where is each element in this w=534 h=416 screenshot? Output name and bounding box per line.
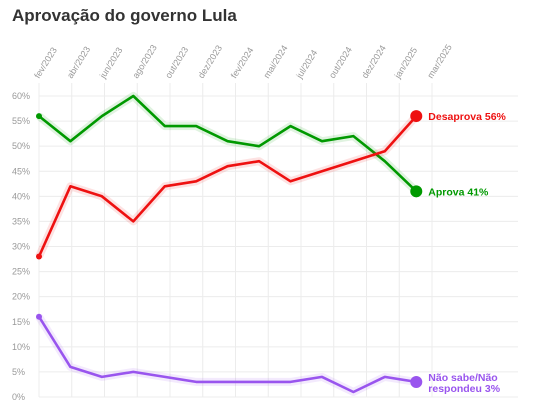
series-label-nao_sabe: Não sabe/Não	[428, 372, 497, 384]
x-tick-label: out/2024	[327, 45, 354, 80]
series-layer	[35, 92, 423, 396]
series-end-point-desaprova	[410, 110, 423, 123]
y-tick-label: 60%	[12, 91, 30, 101]
y-tick-label: 25%	[12, 267, 30, 277]
x-tick-label: ago/2023	[130, 43, 158, 80]
series-label-aprova: Aprova 41%	[428, 186, 489, 198]
series-start-point-nao_sabe	[36, 313, 42, 320]
y-tick-label: 5%	[12, 367, 25, 377]
x-tick-label: jun/2023	[97, 45, 124, 80]
x-tick-label: mar/2025	[425, 43, 454, 81]
series-glow-aprova	[36, 92, 420, 195]
series-line-aprova	[37, 94, 418, 193]
chart-title: Aprovação do governo Lula	[12, 6, 237, 25]
series-line-nao_sabe	[37, 315, 418, 394]
x-tick-label: dez/2024	[360, 43, 388, 80]
y-tick-label: 45%	[12, 166, 30, 176]
y-axis: 0% 5% 10% 15% 20% 25% 30% 35% 40% 45% 50% 55% 60%	[12, 91, 30, 402]
x-tick-label: abr/2023	[65, 45, 92, 80]
y-tick-label: 10%	[12, 342, 30, 352]
series-line-desaprova	[37, 114, 418, 258]
x-tick-label: jan/2025	[392, 45, 419, 80]
y-tick-label: 50%	[12, 141, 30, 151]
x-tick-label: out/2023	[163, 45, 190, 80]
y-tick-label: 20%	[12, 292, 30, 302]
x-tick-label: dez/2023	[196, 43, 224, 80]
x-tick-label: fev/2023	[32, 45, 59, 80]
x-axis: fev/2023 abr/2023 jun/2023 ago/2023 out/2023…	[32, 43, 454, 81]
series-label-nao_sabe: respondeu 3%	[428, 383, 500, 395]
gridlines	[38, 83, 518, 398]
series-label-desaprova: Desaprova 56%	[428, 111, 506, 123]
series-start-point-desaprova	[36, 253, 42, 260]
x-tick-label: mai/2024	[261, 43, 289, 80]
y-tick-label: 55%	[12, 116, 30, 126]
y-tick-label: 15%	[12, 317, 30, 327]
series-end-point-aprova	[410, 185, 423, 198]
x-tick-label: fev/2024	[229, 45, 256, 80]
series-start-point-aprova	[36, 113, 42, 120]
y-tick-label: 35%	[12, 216, 30, 226]
y-tick-label: 30%	[12, 242, 30, 252]
y-tick-label: 40%	[12, 191, 30, 201]
y-tick-label: 0%	[12, 392, 25, 402]
series-end-point-nao_sabe	[410, 375, 423, 388]
series-labels: Aprova 41% Desaprova 56% Não sabe/Nãorespo…	[428, 111, 506, 395]
x-tick-label: jul/2024	[294, 48, 320, 81]
